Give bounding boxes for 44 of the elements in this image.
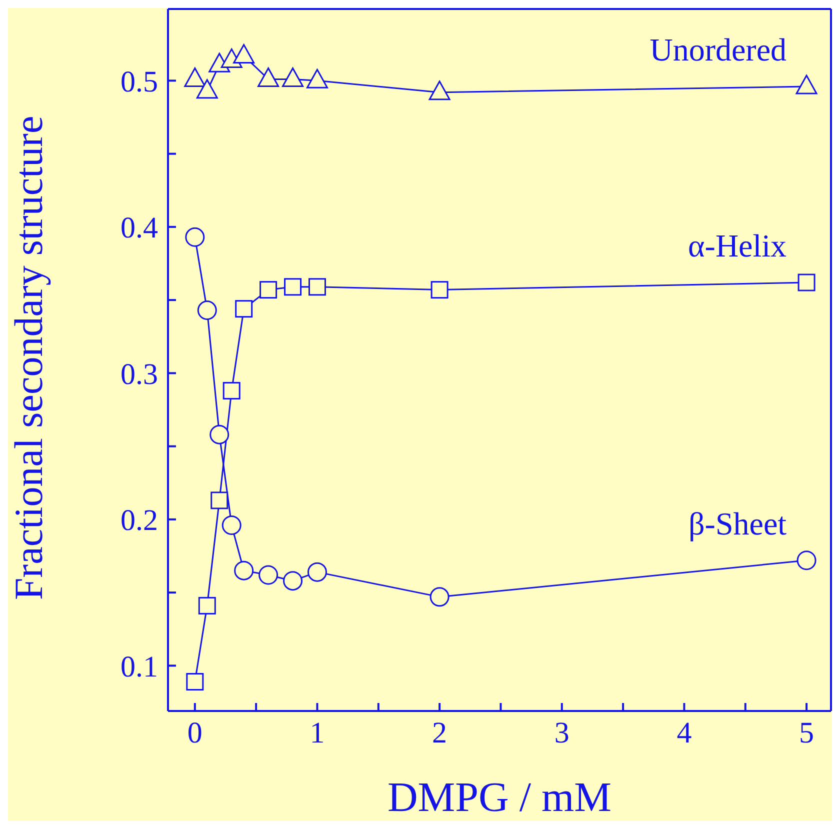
point (197, 300, 217, 320)
point (306, 68, 328, 88)
point (234, 560, 254, 580)
point (210, 492, 228, 510)
point (796, 74, 818, 94)
point (308, 278, 326, 296)
point (284, 278, 302, 296)
x-tick-label: 1 (310, 716, 325, 750)
series-label: α-Helix (688, 227, 787, 264)
point (186, 673, 204, 690)
x-tick-label: 5 (799, 716, 814, 750)
point (428, 80, 450, 100)
y-axis-title: Fractional secondary structure (6, 116, 52, 600)
point (258, 565, 278, 585)
point (198, 596, 216, 614)
x-axis-title: DMPG / mM (387, 775, 612, 821)
point (210, 424, 230, 444)
point (430, 587, 450, 607)
y-tick-label: 0.5 (120, 65, 158, 98)
point (307, 562, 327, 582)
point (258, 67, 280, 87)
series-label: Unordered (650, 32, 787, 68)
x-tick-label: 2 (432, 716, 448, 750)
y-tick-label: 0.3 (120, 358, 158, 391)
x-tick-label: 4 (676, 716, 692, 750)
point (233, 44, 255, 64)
point (283, 571, 303, 591)
x-tick-label: 0 (187, 716, 202, 750)
point (222, 516, 242, 536)
point (235, 300, 253, 318)
series-label: β-Sheet (688, 505, 787, 542)
point (796, 550, 816, 570)
point (185, 227, 205, 247)
point (196, 79, 218, 99)
y-tick-label: 0.2 (120, 504, 158, 538)
y-tick-label: 0.4 (120, 212, 158, 245)
point (184, 67, 206, 87)
x-tick-label: 3 (554, 716, 570, 750)
point (798, 274, 816, 292)
point (430, 281, 448, 299)
point (260, 281, 278, 299)
point (222, 382, 240, 400)
point (282, 67, 304, 87)
y-tick-label: 0.1 (120, 650, 158, 684)
